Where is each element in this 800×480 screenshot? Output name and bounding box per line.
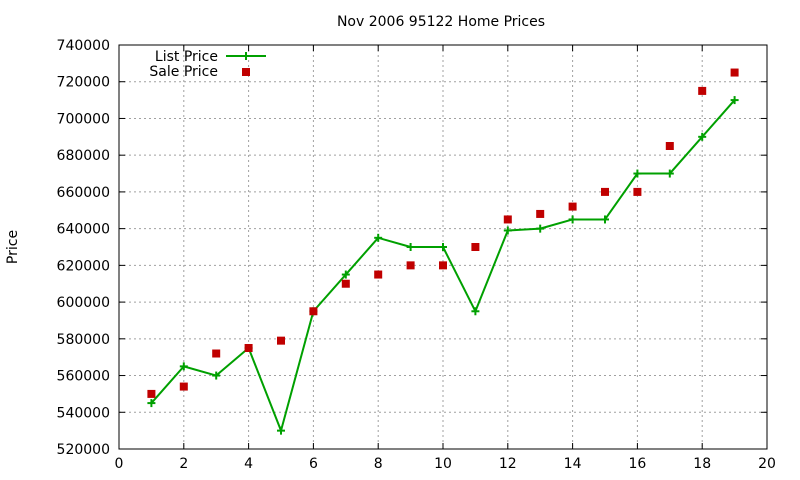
sale-price-point [309, 307, 318, 316]
y-axis: 520000 540000 560000 580000 600000 620000 6400… [57, 38, 767, 458]
sale-price-point [341, 279, 350, 288]
y-tick-label: 600000 [57, 295, 110, 311]
y-tick-label: 700000 [57, 111, 110, 127]
list-price-point [698, 132, 707, 141]
list-price-point [179, 362, 188, 371]
sale-price-point [406, 261, 415, 270]
x-tick-label: 6 [309, 456, 318, 472]
sale-price-point [179, 382, 188, 391]
list-price-point [601, 215, 609, 224]
sale-price-point [730, 68, 739, 77]
chart-title: Nov 2006 95122 Home Prices [337, 14, 545, 30]
list-price-point [633, 169, 642, 178]
list-price-point [406, 243, 415, 251]
x-tick-label: 2 [179, 456, 188, 472]
sale-price-point [503, 215, 512, 224]
list-price-point [212, 371, 221, 380]
series-sale-price [147, 68, 739, 398]
list-price-point [665, 169, 674, 178]
x-tick-label: 16 [628, 456, 646, 472]
sale-price-point [568, 202, 577, 211]
sale-price-point [633, 187, 642, 196]
legend-label-sale-price: Sale Price [149, 64, 218, 80]
list-price-point [471, 307, 480, 316]
list-price-point [277, 426, 285, 435]
legend-label-list-price: List Price [155, 49, 218, 65]
x-tick-label: 18 [693, 456, 711, 472]
y-tick-label: 580000 [57, 332, 110, 348]
sale-price-point [244, 344, 253, 352]
y-tick-label: 540000 [57, 405, 110, 421]
legend-marker-sale-price [242, 68, 250, 76]
y-tick-label: 640000 [57, 222, 110, 238]
sale-price-point [536, 209, 545, 218]
list-price-point [503, 226, 512, 235]
y-tick-label: 520000 [57, 442, 110, 458]
y-tick-label: 560000 [57, 369, 110, 385]
x-axis: 0 2 4 6 8 10 12 14 16 18 20 [115, 45, 776, 472]
list-price-point [730, 96, 739, 105]
y-axis-label: Price [5, 230, 21, 264]
legend: List Price Sale Price [149, 49, 266, 80]
grid-lines [119, 45, 767, 449]
list-price-point [341, 270, 350, 279]
y-tick-label: 620000 [57, 258, 110, 274]
x-tick-label: 12 [499, 456, 517, 472]
list-price-point [439, 243, 447, 251]
legend-marker-list-price [242, 52, 250, 60]
sale-price-point [471, 243, 480, 251]
sale-price-point [698, 86, 707, 95]
y-tick-label: 660000 [57, 185, 110, 201]
list-price-point [147, 399, 156, 408]
x-tick-label: 20 [758, 456, 776, 472]
sale-price-point [277, 336, 285, 345]
sale-price-point [439, 261, 447, 270]
x-tick-label: 14 [564, 456, 582, 472]
list-price-point [374, 233, 383, 242]
sale-price-point [212, 349, 221, 358]
x-tick-label: 4 [244, 456, 253, 472]
y-tick-label: 740000 [57, 38, 110, 54]
y-tick-label: 720000 [57, 75, 110, 91]
sale-price-point [665, 142, 674, 150]
list-price-point [568, 215, 577, 224]
x-tick-label: 10 [434, 456, 452, 472]
x-tick-label: 8 [374, 456, 383, 472]
sale-price-point [147, 389, 156, 398]
sale-price-point [374, 270, 383, 279]
sale-price-point [601, 187, 609, 196]
list-price-point [536, 224, 545, 233]
x-tick-label: 0 [115, 456, 124, 472]
y-tick-label: 680000 [57, 148, 110, 164]
